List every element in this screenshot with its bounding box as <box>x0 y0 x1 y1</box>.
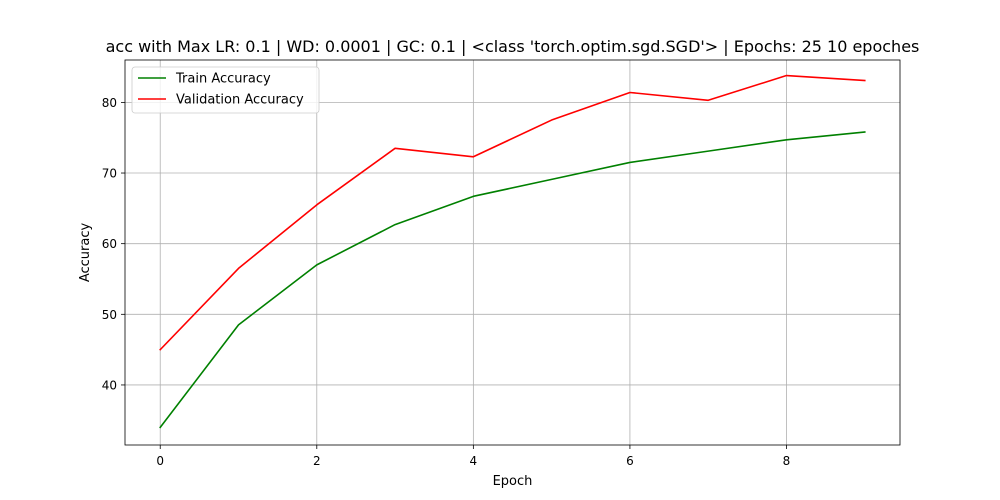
series-line-validation-accuracy <box>159 74 866 351</box>
x-tick-label: 4 <box>470 454 478 468</box>
plot-area-background <box>125 60 900 445</box>
y-tick-label: 40 <box>102 378 117 392</box>
x-tick-label: 2 <box>313 454 321 468</box>
legend-label-validation-accuracy: Validation Accuracy <box>176 93 304 108</box>
legend-box <box>131 66 320 114</box>
grid <box>125 60 900 445</box>
y-axis-label: Accuracy <box>78 223 93 283</box>
legend-label-train-accuracy: Train Accuracy <box>175 72 271 87</box>
chart-title: acc with Max LR: 0.1 | WD: 0.0001 | GC: … <box>106 37 920 56</box>
legend: Train Accuracy Validation Accuracy <box>131 66 320 114</box>
y-tick-label: 70 <box>102 167 117 181</box>
x-tick-label: 0 <box>156 454 164 468</box>
x-tick-label: 6 <box>626 454 634 468</box>
x-tick-label: 8 <box>783 454 791 468</box>
plot-frame <box>124 59 901 446</box>
ticks: 0 2 4 6 8 40 50 60 70 80 <box>102 96 791 468</box>
y-tick-label: 50 <box>102 308 117 322</box>
x-axis-label: Epoch <box>493 474 533 489</box>
series-group <box>159 74 866 429</box>
series-line-train-accuracy <box>159 131 866 429</box>
y-tick-label: 60 <box>102 237 117 251</box>
y-tick-label: 80 <box>102 96 117 110</box>
